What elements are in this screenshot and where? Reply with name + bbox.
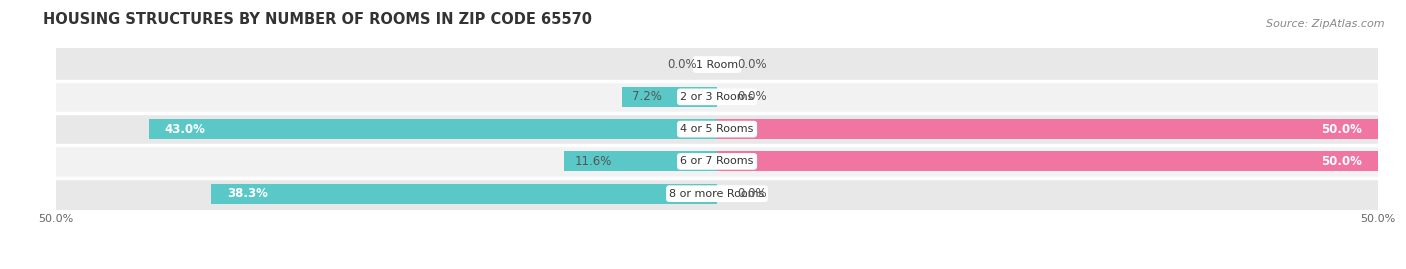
Bar xyxy=(56,178,1378,210)
Bar xyxy=(56,48,1378,81)
Text: 8 or more Rooms: 8 or more Rooms xyxy=(669,189,765,199)
Text: 43.0%: 43.0% xyxy=(165,123,205,136)
Text: 2 or 3 Rooms: 2 or 3 Rooms xyxy=(681,92,754,102)
Bar xyxy=(211,184,717,204)
Text: 7.2%: 7.2% xyxy=(633,90,662,103)
Text: 50.0%: 50.0% xyxy=(1322,123,1362,136)
Text: 38.3%: 38.3% xyxy=(226,187,267,200)
Legend: Owner-occupied, Renter-occupied: Owner-occupied, Renter-occupied xyxy=(591,266,844,269)
Text: 0.0%: 0.0% xyxy=(668,58,697,71)
Bar xyxy=(149,119,717,139)
Bar xyxy=(717,151,1378,171)
Text: 0.0%: 0.0% xyxy=(737,187,766,200)
Text: 11.6%: 11.6% xyxy=(574,155,612,168)
Bar xyxy=(56,113,1378,145)
Text: 0.0%: 0.0% xyxy=(737,90,766,103)
Bar xyxy=(56,145,1378,178)
Text: 6 or 7 Rooms: 6 or 7 Rooms xyxy=(681,156,754,167)
Bar xyxy=(56,81,1378,113)
Bar xyxy=(717,119,1378,139)
Bar xyxy=(564,151,717,171)
Bar xyxy=(621,87,717,107)
Text: Source: ZipAtlas.com: Source: ZipAtlas.com xyxy=(1267,19,1385,29)
Text: 50.0%: 50.0% xyxy=(1322,155,1362,168)
Text: 0.0%: 0.0% xyxy=(737,58,766,71)
Text: 1 Room: 1 Room xyxy=(696,59,738,70)
Text: HOUSING STRUCTURES BY NUMBER OF ROOMS IN ZIP CODE 65570: HOUSING STRUCTURES BY NUMBER OF ROOMS IN… xyxy=(44,12,592,27)
Text: 4 or 5 Rooms: 4 or 5 Rooms xyxy=(681,124,754,134)
